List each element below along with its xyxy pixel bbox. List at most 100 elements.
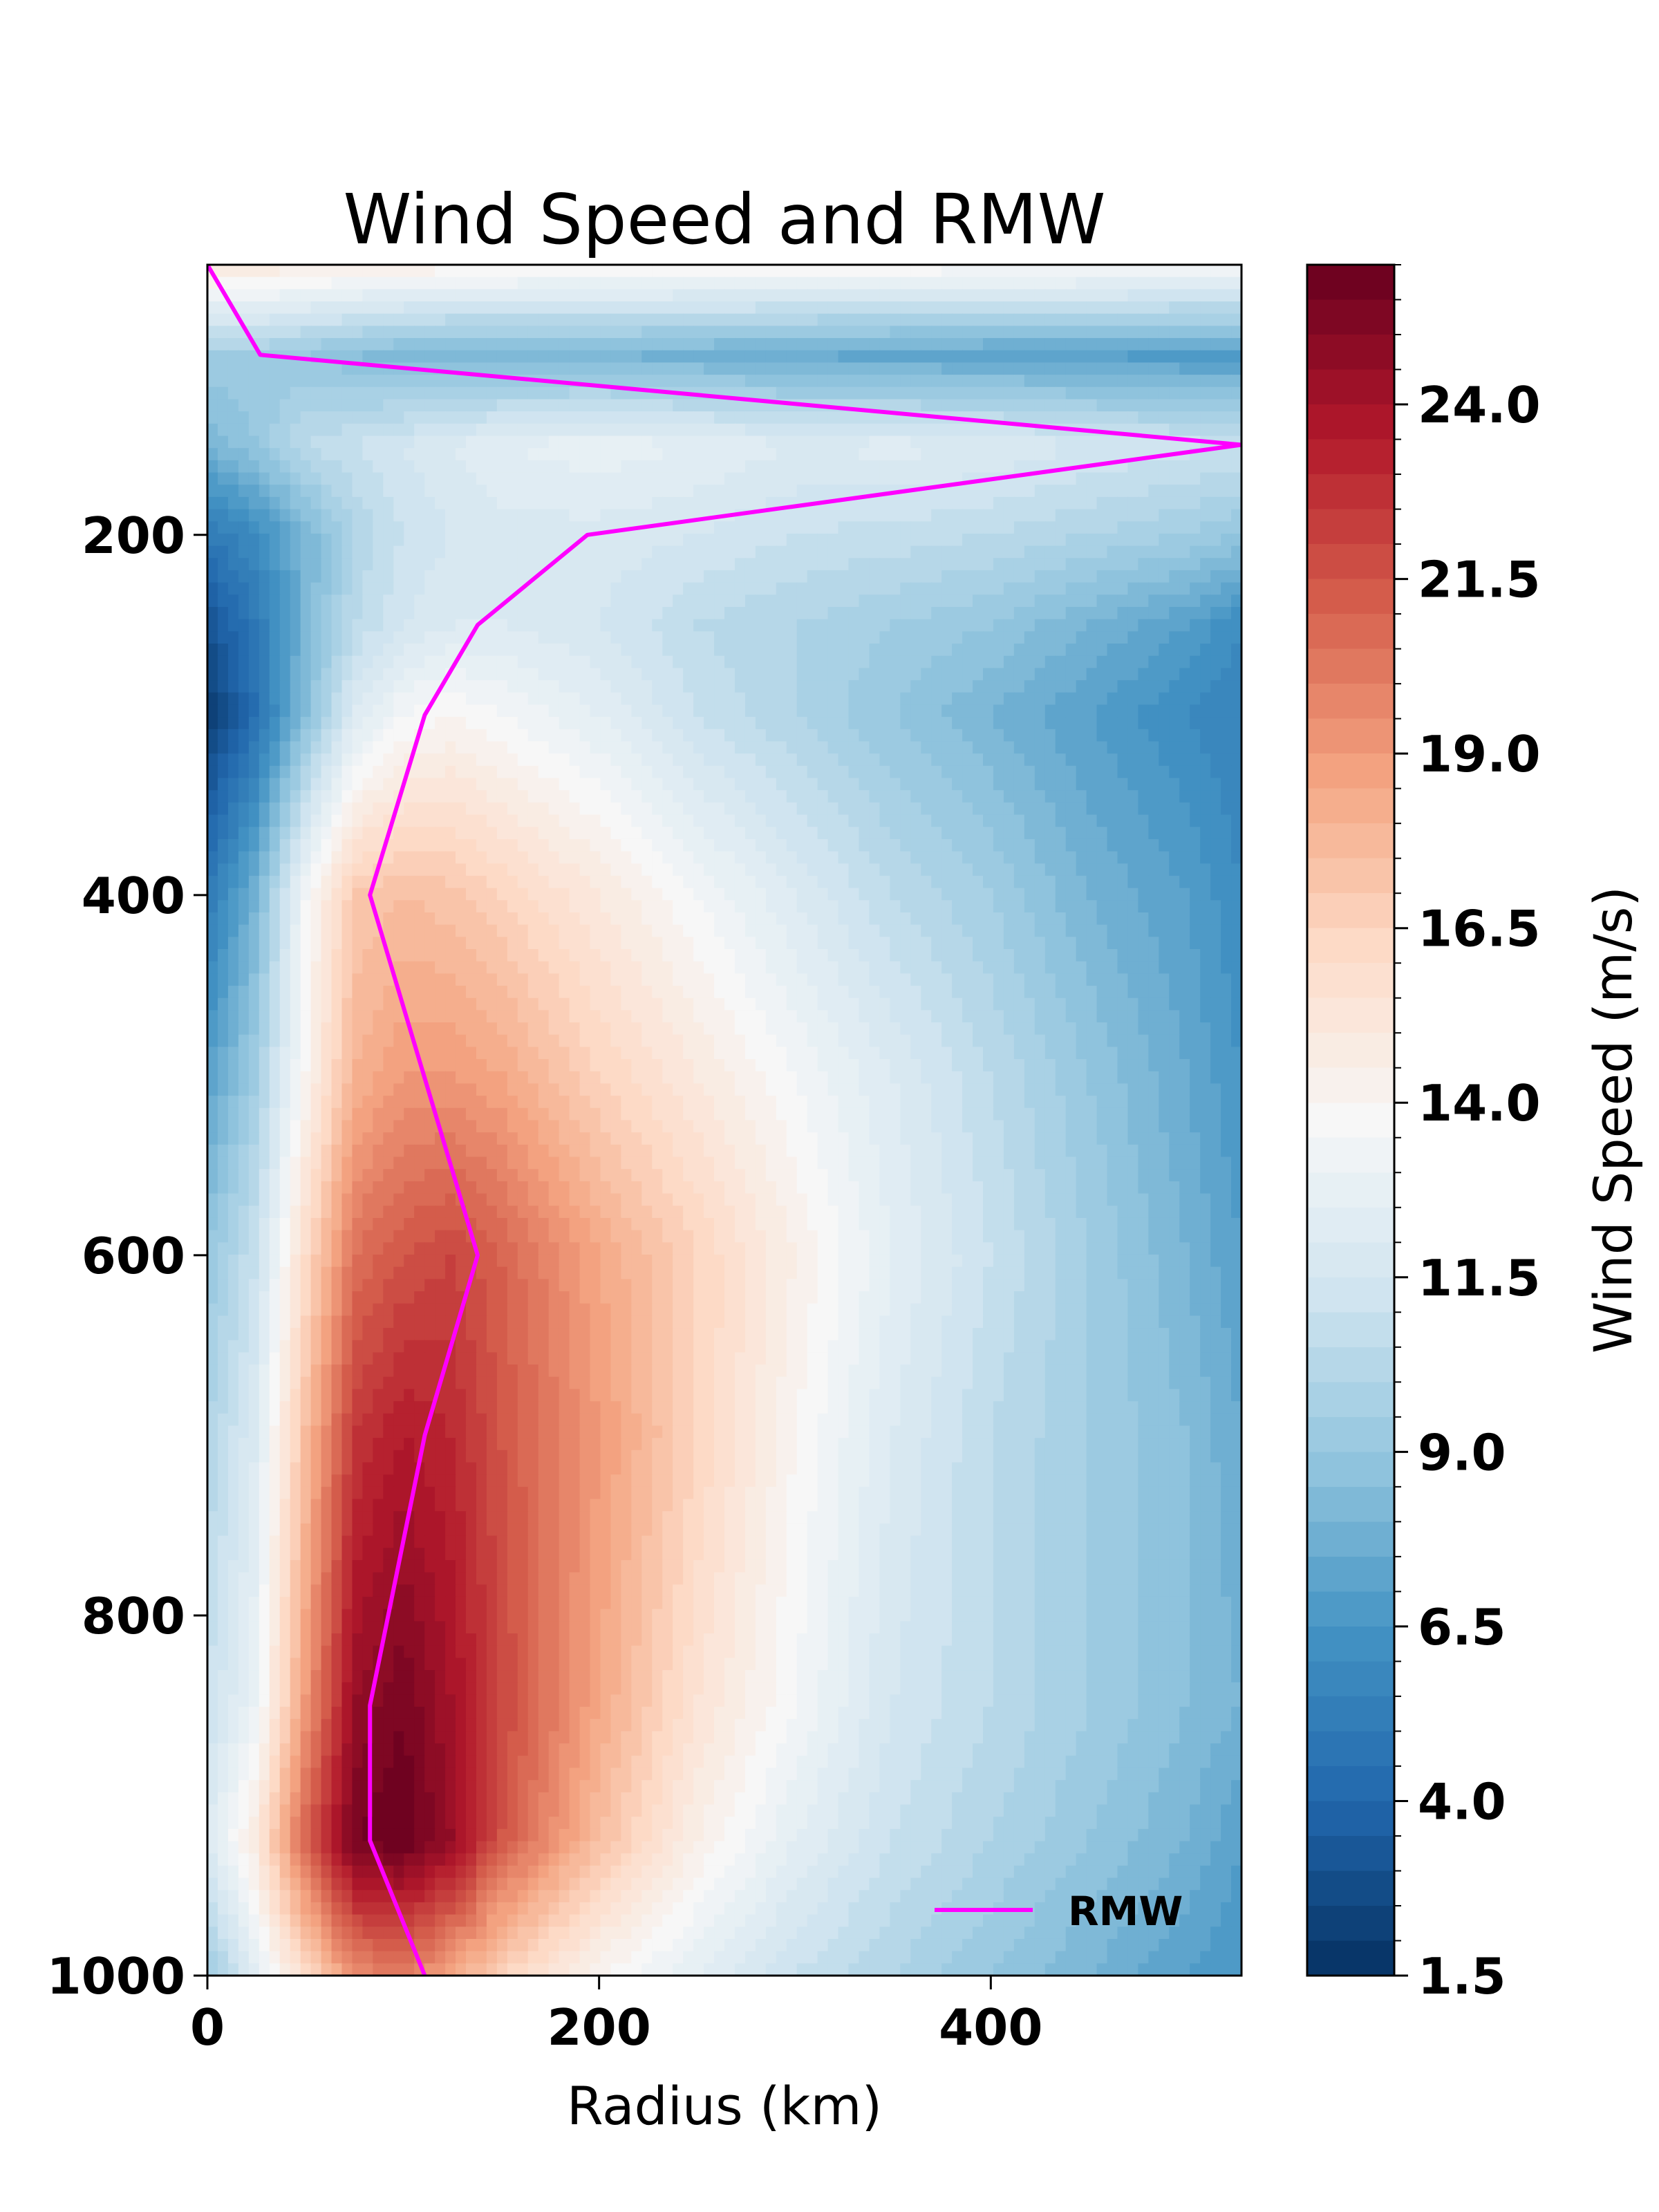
heatmap-cell xyxy=(848,545,860,559)
heatmap-cell xyxy=(704,435,715,449)
heatmap-cell xyxy=(404,338,415,351)
heatmap-cell xyxy=(279,838,291,852)
heatmap-cell xyxy=(310,558,322,571)
heatmap-cell xyxy=(879,851,891,865)
heatmap-cell xyxy=(1086,838,1098,852)
heatmap-cell xyxy=(600,386,612,400)
heatmap-cell xyxy=(1127,472,1139,486)
heatmap-cell xyxy=(1003,838,1015,852)
heatmap-cell xyxy=(796,668,808,681)
heatmap-cell xyxy=(590,386,601,400)
heatmap-cell xyxy=(548,668,560,681)
heatmap-cell xyxy=(414,582,426,596)
heatmap-cell xyxy=(1179,350,1191,364)
heatmap-cell xyxy=(300,460,312,474)
heatmap-cell xyxy=(610,265,622,278)
heatmap-cell xyxy=(714,717,725,730)
heatmap-cell xyxy=(569,399,581,413)
heatmap-cell xyxy=(414,814,426,828)
heatmap-cell xyxy=(227,545,239,559)
heatmap-cell xyxy=(1127,289,1139,302)
heatmap-cell xyxy=(456,460,467,474)
heatmap-cell xyxy=(517,802,529,816)
heatmap-cell xyxy=(683,496,695,510)
heatmap-cell xyxy=(683,729,695,742)
heatmap-cell xyxy=(704,460,715,474)
heatmap-cell xyxy=(921,704,932,718)
heatmap-cell xyxy=(569,729,581,742)
heatmap-cell xyxy=(435,375,446,388)
heatmap-cell xyxy=(631,644,643,657)
heatmap-cell xyxy=(517,631,529,644)
heatmap-cell xyxy=(1179,570,1191,583)
heatmap-cell xyxy=(331,631,343,644)
heatmap-cell xyxy=(859,692,870,706)
heatmap-cell xyxy=(404,448,415,461)
heatmap-cell xyxy=(921,521,932,534)
heatmap-cell xyxy=(786,423,798,437)
heatmap-cell xyxy=(1200,386,1212,400)
heatmap-cell xyxy=(734,521,746,534)
heatmap-cell xyxy=(900,851,912,865)
heatmap-cell xyxy=(321,765,332,779)
heatmap-cell xyxy=(310,851,322,865)
heatmap-cell xyxy=(290,655,301,669)
heatmap-cell xyxy=(445,301,456,315)
heatmap-cell xyxy=(486,778,498,791)
heatmap-cell xyxy=(1210,558,1221,571)
heatmap-cell xyxy=(1190,582,1201,596)
heatmap-cell xyxy=(869,472,881,486)
heatmap-cell xyxy=(362,570,374,583)
heatmap-cell xyxy=(683,375,695,388)
heatmap-cell xyxy=(1221,753,1232,767)
heatmap-cell xyxy=(373,619,384,632)
heatmap-cell xyxy=(941,448,953,461)
heatmap-cell xyxy=(476,362,487,376)
heatmap-cell xyxy=(517,435,529,449)
heatmap-cell xyxy=(652,729,664,742)
heatmap-cell xyxy=(1231,607,1241,620)
heatmap-cell xyxy=(879,668,891,681)
heatmap-cell xyxy=(569,704,581,718)
heatmap-cell xyxy=(621,362,632,376)
heatmap-cell xyxy=(673,326,684,339)
heatmap-cell xyxy=(373,375,384,388)
heatmap-cell xyxy=(1231,533,1241,547)
heatmap-cell xyxy=(673,741,684,755)
heatmap-cell xyxy=(527,655,539,669)
heatmap-cell xyxy=(1231,545,1241,559)
heatmap-cell xyxy=(890,680,901,693)
heatmap-cell xyxy=(786,448,798,461)
heatmap-cell xyxy=(1024,631,1035,644)
heatmap-cell xyxy=(393,717,405,730)
heatmap-cell xyxy=(848,301,860,315)
heatmap-cell xyxy=(734,827,746,840)
heatmap-cell xyxy=(362,375,374,388)
heatmap-cell xyxy=(373,301,384,315)
heatmap-cell xyxy=(734,411,746,424)
heatmap-cell xyxy=(931,276,943,290)
heatmap-cell xyxy=(631,496,643,510)
heatmap-cell xyxy=(786,375,798,388)
heatmap-cell xyxy=(456,790,467,803)
heatmap-cell xyxy=(445,558,456,571)
heatmap-cell xyxy=(383,301,395,315)
heatmap-cell xyxy=(1190,411,1201,424)
heatmap-cell xyxy=(466,851,477,865)
heatmap-cell xyxy=(1138,778,1150,791)
heatmap-cell xyxy=(610,594,622,608)
heatmap-cell xyxy=(776,545,787,559)
heatmap-cell xyxy=(600,399,612,413)
heatmap-cell xyxy=(910,509,922,523)
heatmap-cell xyxy=(486,790,498,803)
heatmap-cell xyxy=(310,827,322,840)
heatmap-cell xyxy=(724,460,735,474)
heatmap-cell xyxy=(683,582,695,596)
heatmap-cell xyxy=(445,863,456,877)
heatmap-cell xyxy=(1169,276,1181,290)
heatmap-cell xyxy=(1169,326,1181,339)
heatmap-cell xyxy=(704,838,715,852)
heatmap-cell xyxy=(621,778,632,791)
heatmap-cell xyxy=(445,838,456,852)
heatmap-cell xyxy=(724,607,735,620)
